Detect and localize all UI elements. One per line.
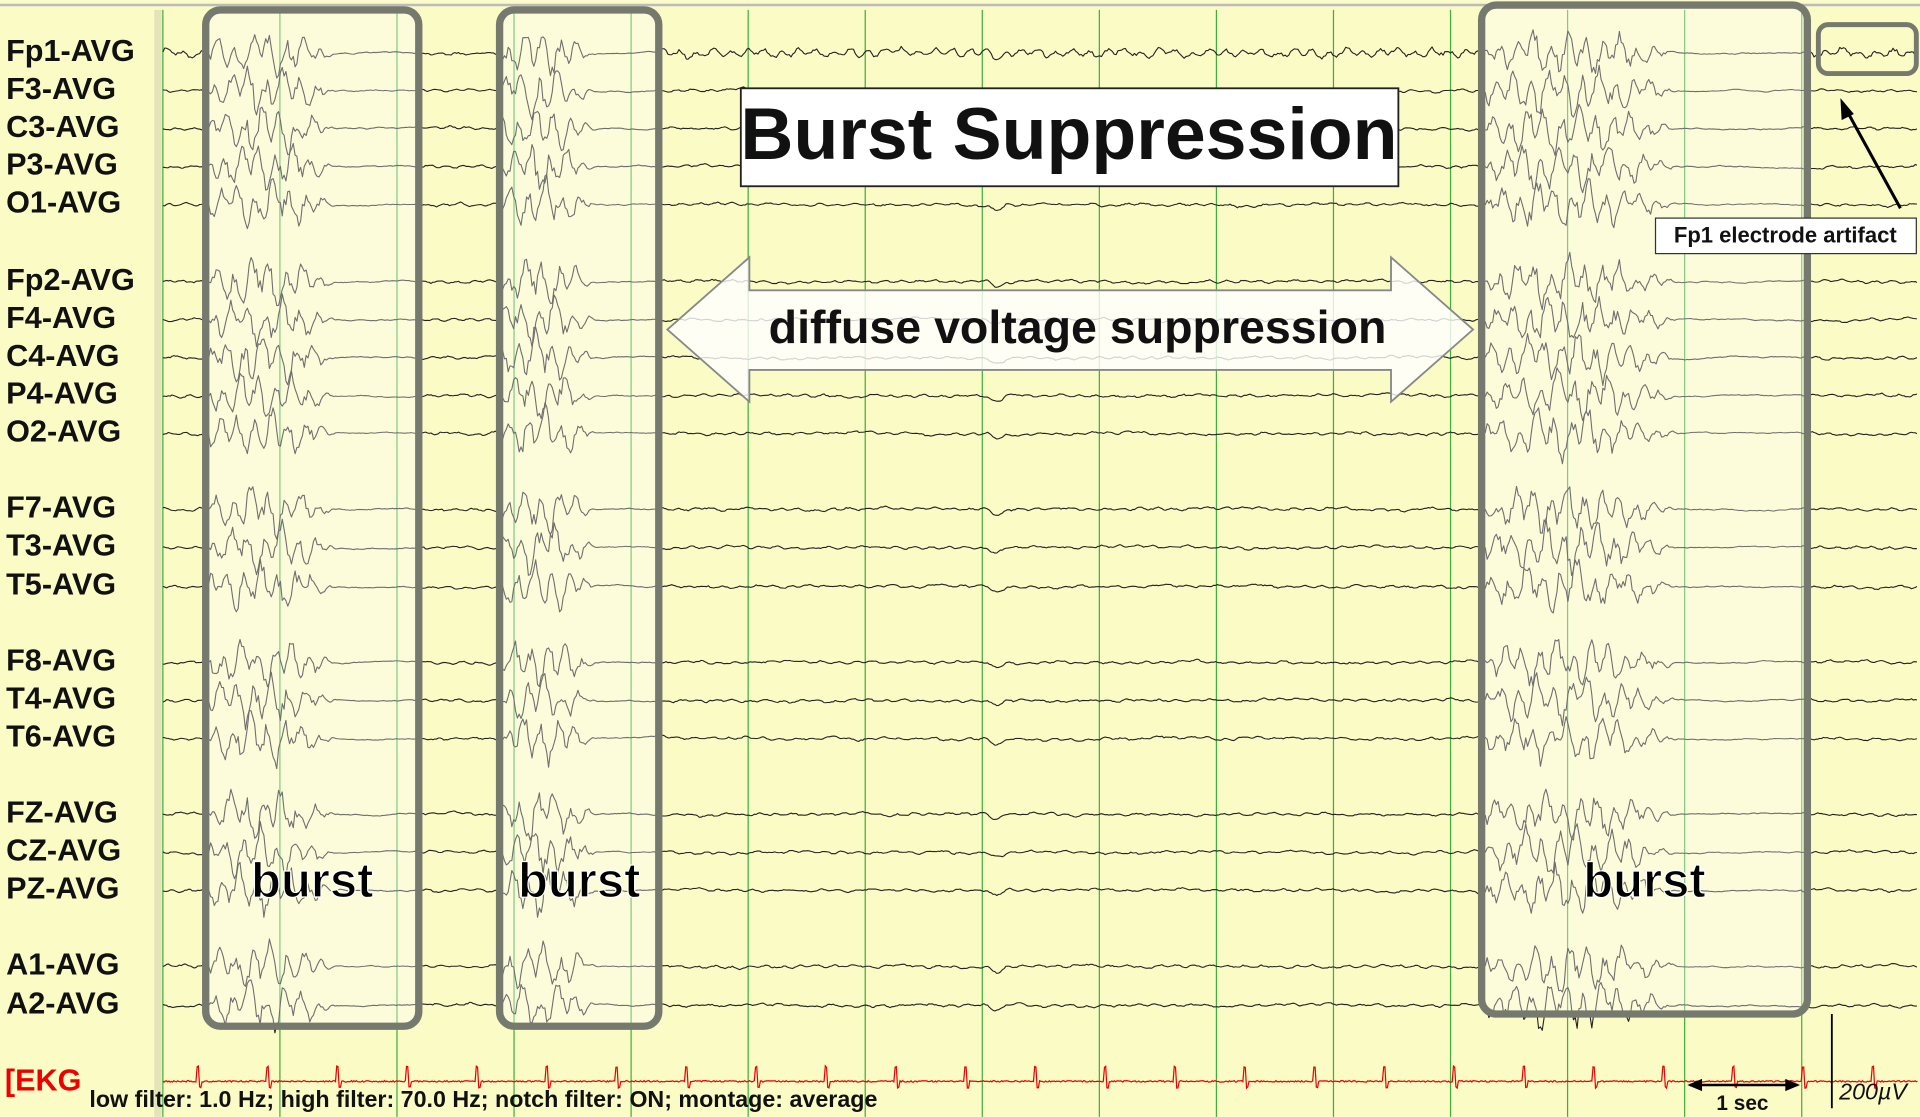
channel-label: Fp2-AVG [6,263,135,297]
eeg-trace [162,639,1918,688]
eeg-trace [162,558,1918,614]
suppression-arrow [665,255,1475,404]
label-divider [154,9,162,1117]
channel-label: A2-AVG [6,987,119,1021]
artifact-pointer [1843,107,1902,210]
channel-label: T3-AVG [6,529,116,563]
time-scale-label: 1 sec [1716,1092,1768,1115]
channel-label: P3-AVG [6,148,118,182]
eeg-trace [162,861,1918,918]
eeg-trace [162,671,1918,731]
channel-label: C4-AVG [6,339,119,373]
burst-label: burst [1583,854,1705,908]
channel-label: P4-AVG [6,377,118,411]
eeg-trace [162,820,1917,880]
voltage-scale-label: 200µV [1838,1079,1909,1105]
eeg-trace [162,29,1918,79]
eeg-trace [162,251,1918,311]
eeg-trace [162,174,1918,230]
burst-box [202,6,423,1030]
channel-label: A1-AVG [6,947,119,981]
ekg-trace [162,1064,1918,1090]
channel-label: F8-AVG [6,644,116,678]
channel-label: F4-AVG [6,301,116,335]
title-box [739,87,1400,188]
burst-label: burst [251,854,373,908]
eeg-trace [162,485,1918,540]
channel-label: CZ-AVG [6,833,121,867]
channel-label: PZ-AVG [6,871,119,905]
channel-label: O1-AVG [6,186,121,220]
burst-box [495,6,663,1030]
channel-label: T5-AVG [6,568,116,602]
artifact-label-box [1654,217,1917,255]
channel-label: T6-AVG [6,720,116,754]
ekg-label: [EKG [5,1064,82,1098]
channel-label: FZ-AVG [6,796,118,830]
time-scale-arrow [1687,1078,1703,1092]
eeg-trace [162,402,1918,465]
filter-info: low filter: 1.0 Hz; high filter: 70.0 Hz… [89,1086,877,1112]
suppression-label: diffuse voltage suppression [769,301,1387,353]
eeg-trace [162,710,1918,770]
artifact-label: Fp1 electrode artifact [1674,222,1897,247]
eeg-trace [162,938,1918,993]
title: Burst Suppression [740,92,1397,175]
channel-label: F3-AVG [6,72,116,106]
channel-label: T4-AVG [6,682,116,716]
eeg-trace [162,788,1918,841]
artifact-arrowhead [1840,98,1854,121]
channel-label: Fp1-AVG [6,34,135,68]
channel-label: F7-AVG [6,491,116,525]
channel-label: C3-AVG [6,110,119,144]
time-scale-arrow [1785,1078,1800,1092]
eeg-trace [162,517,1917,577]
burst-label: burst [518,854,640,908]
eeg-trace [162,367,1918,422]
channel-label: O2-AVG [6,415,121,449]
artifact-box [1815,22,1919,77]
burst-box [1477,1,1812,1018]
